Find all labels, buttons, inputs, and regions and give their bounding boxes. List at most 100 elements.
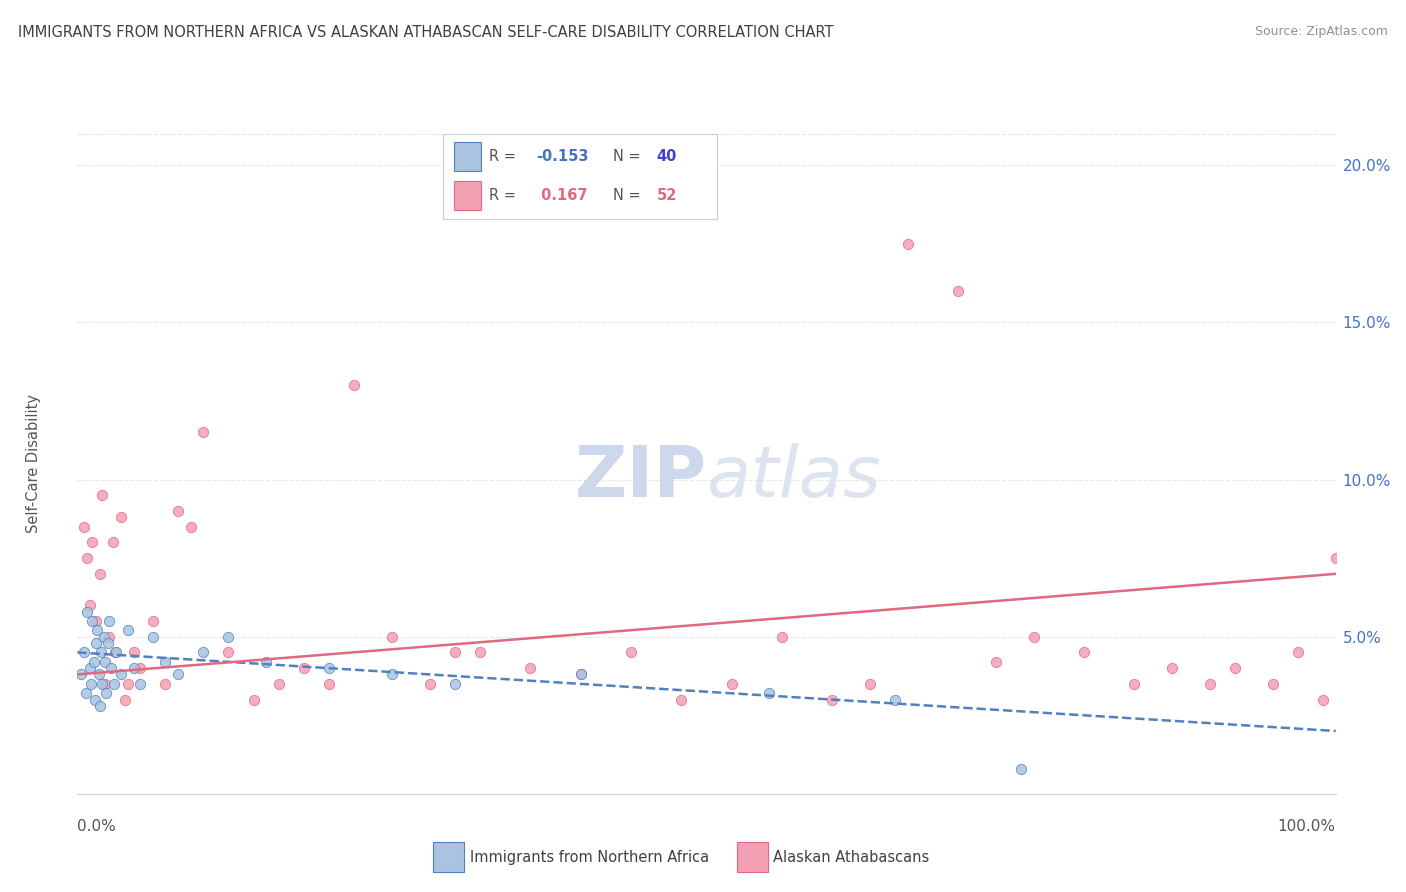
Point xyxy=(569,667,592,681)
Text: 100.0%: 100.0% xyxy=(1278,820,1336,834)
Text: Alaskan Athabascans: Alaskan Athabascans xyxy=(773,850,929,864)
Point xyxy=(117,624,139,638)
Point xyxy=(90,645,112,659)
Point xyxy=(91,677,114,691)
Bar xyxy=(737,842,768,872)
Point xyxy=(444,645,467,659)
Point xyxy=(1073,645,1095,659)
Point xyxy=(94,655,117,669)
Point xyxy=(89,698,111,713)
Point xyxy=(1022,630,1045,644)
Point xyxy=(72,645,94,659)
Point xyxy=(104,645,127,659)
Bar xyxy=(433,842,464,872)
Bar xyxy=(454,142,481,171)
Point xyxy=(93,630,115,644)
Text: atlas: atlas xyxy=(707,442,882,511)
Point xyxy=(267,677,290,691)
Point xyxy=(343,378,366,392)
Point xyxy=(381,630,404,644)
Point xyxy=(129,677,152,691)
Point xyxy=(292,661,315,675)
Point xyxy=(97,614,120,628)
Point xyxy=(114,692,136,706)
Text: 0.0%: 0.0% xyxy=(77,820,117,834)
Point xyxy=(142,614,165,628)
Point xyxy=(76,551,98,566)
Point xyxy=(142,630,165,644)
Point xyxy=(1286,645,1309,659)
Point xyxy=(1261,677,1284,691)
Point xyxy=(167,667,190,681)
Point xyxy=(318,677,340,691)
Point xyxy=(72,519,94,533)
Point xyxy=(1199,677,1222,691)
Text: ZIP: ZIP xyxy=(574,442,707,511)
Point xyxy=(569,667,592,681)
Point xyxy=(444,677,467,691)
Point xyxy=(96,636,118,650)
Point xyxy=(129,661,152,675)
Point xyxy=(720,677,742,691)
Point xyxy=(821,692,844,706)
Point xyxy=(84,692,107,706)
Point xyxy=(381,667,404,681)
Text: 0.167: 0.167 xyxy=(536,188,588,203)
Point xyxy=(468,645,491,659)
Point xyxy=(620,645,643,659)
Point xyxy=(117,677,139,691)
Point xyxy=(859,677,882,691)
Point xyxy=(79,661,101,675)
Point xyxy=(1223,661,1246,675)
Point xyxy=(1161,661,1184,675)
Point xyxy=(191,425,215,440)
Point xyxy=(84,636,107,650)
Text: N =: N = xyxy=(613,188,645,203)
Point xyxy=(110,510,132,524)
Text: Immigrants from Northern Africa: Immigrants from Northern Africa xyxy=(470,850,709,864)
Point xyxy=(70,667,93,681)
Text: N =: N = xyxy=(613,149,645,164)
Point xyxy=(122,645,145,659)
Point xyxy=(191,645,215,659)
Point xyxy=(884,692,907,706)
Point xyxy=(519,661,541,675)
Text: IMMIGRANTS FROM NORTHERN AFRICA VS ALASKAN ATHABASCAN SELF-CARE DISABILITY CORRE: IMMIGRANTS FROM NORTHERN AFRICA VS ALASK… xyxy=(18,25,834,40)
Point xyxy=(1312,692,1334,706)
Point xyxy=(110,667,132,681)
Text: Self-Care Disability: Self-Care Disability xyxy=(25,394,41,533)
Text: R =: R = xyxy=(489,188,522,203)
Point xyxy=(79,599,101,613)
Point xyxy=(155,677,177,691)
Point xyxy=(242,692,264,706)
Point xyxy=(948,284,970,298)
Point xyxy=(91,488,114,502)
Point xyxy=(86,624,108,638)
Point xyxy=(419,677,441,691)
Text: 40: 40 xyxy=(657,149,678,164)
Point xyxy=(758,686,780,700)
Point xyxy=(96,686,118,700)
Point xyxy=(83,655,105,669)
Point xyxy=(180,519,202,533)
Point xyxy=(122,661,145,675)
Point xyxy=(770,630,793,644)
Point xyxy=(87,667,110,681)
Point xyxy=(318,661,340,675)
Point xyxy=(984,655,1007,669)
Point xyxy=(1324,551,1347,566)
Text: -0.153: -0.153 xyxy=(536,149,589,164)
Point xyxy=(101,535,124,549)
Point xyxy=(82,614,104,628)
Point xyxy=(89,566,111,581)
Point xyxy=(167,504,190,518)
Point xyxy=(103,677,125,691)
Text: R =: R = xyxy=(489,149,522,164)
Point xyxy=(84,614,107,628)
Point xyxy=(94,677,117,691)
Point xyxy=(76,605,98,619)
Point xyxy=(100,661,122,675)
Text: 52: 52 xyxy=(657,188,678,203)
Point xyxy=(75,686,97,700)
Point xyxy=(105,645,128,659)
